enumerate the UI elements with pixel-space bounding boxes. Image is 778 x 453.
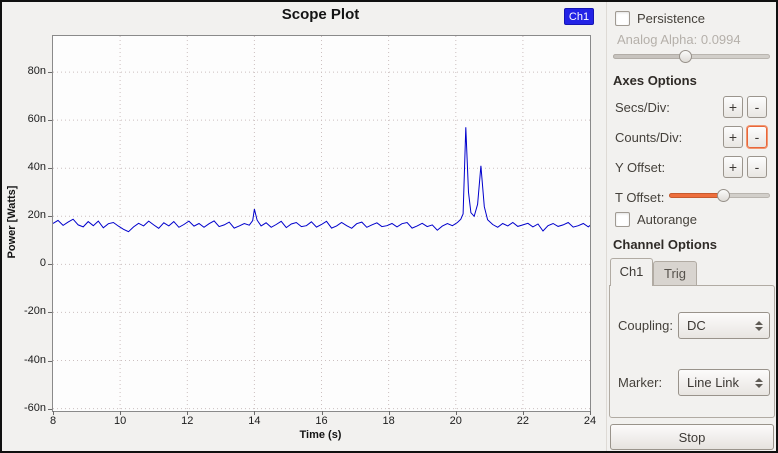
x-tick-label: 12 <box>181 415 194 427</box>
channel-tab-pane: Coupling: DC Marker: Line Link <box>609 285 775 418</box>
t-offset-slider[interactable] <box>669 188 770 203</box>
y-tick-label: 20n <box>27 209 46 222</box>
y-tick-label: 0 <box>39 257 46 270</box>
y-tick-label: 80n <box>27 65 46 78</box>
slider-fill <box>613 54 686 59</box>
x-tick-label: 20 <box>449 415 462 427</box>
y-offset-row: Y Offset: + - <box>607 156 776 180</box>
stop-button[interactable]: Stop <box>610 424 774 450</box>
x-tick-mark <box>53 411 54 415</box>
y-offset-minus-button[interactable]: - <box>747 156 767 178</box>
x-tick-label: 14 <box>248 415 261 427</box>
x-tick-mark <box>254 411 256 415</box>
slider-handle[interactable] <box>716 189 730 202</box>
tab-trig[interactable]: Trig <box>653 261 697 286</box>
persistence-label: Persistence <box>637 11 705 26</box>
x-tick-mark <box>187 411 189 415</box>
slider-fill <box>669 193 723 198</box>
y-tick-mark <box>48 168 52 170</box>
plot-canvas[interactable] <box>52 35 591 412</box>
y-tick-mark <box>48 360 52 362</box>
x-tick-mark <box>590 411 591 415</box>
control-panel: Persistence Analog Alpha: 0.0994 Axes Op… <box>606 2 776 451</box>
secs-div-label: Secs/Div: <box>615 100 670 115</box>
y-tick-label: -20n <box>23 305 46 318</box>
y-tick-mark <box>48 120 52 122</box>
y-axis-label: Power [Watts] <box>6 185 18 259</box>
y-tick-label: 60n <box>27 113 46 126</box>
y-offset-plus-button[interactable]: + <box>723 156 743 178</box>
tab-ch1[interactable]: Ch1 <box>610 258 653 286</box>
y-tick-mark <box>48 264 52 266</box>
x-tick-label: 24 <box>583 415 597 427</box>
combo-arrows-icon <box>755 370 763 395</box>
x-tick-mark <box>522 411 524 415</box>
combo-arrows-icon <box>755 313 763 338</box>
slider-handle[interactable] <box>679 50 693 63</box>
coupling-combobox[interactable]: DC <box>678 312 770 339</box>
t-offset-label: T Offset: <box>615 190 665 205</box>
autorange-checkbox[interactable] <box>615 212 630 227</box>
coupling-value: DC <box>687 318 706 333</box>
y-tick-mark <box>48 408 52 410</box>
marker-combobox[interactable]: Line Link <box>678 369 770 396</box>
y-offset-label: Y Offset: <box>615 160 666 175</box>
channel-options-header: Channel Options <box>613 237 717 252</box>
x-tick-mark <box>120 411 122 415</box>
x-tick-label: 10 <box>114 415 127 427</box>
x-tick-label: 8 <box>49 415 57 427</box>
secs-div-row: Secs/Div: + - <box>607 96 776 120</box>
y-tick-label: -40n <box>23 353 46 366</box>
y-tick-label: 40n <box>27 161 46 174</box>
y-tick-mark <box>48 72 52 74</box>
scope-plot-region: Scope Plot Ch1 Power [Watts] Time (s) 80… <box>2 2 606 451</box>
x-tick-mark <box>455 411 457 415</box>
counts-div-minus-button[interactable]: - <box>747 126 767 148</box>
analog-alpha-label: Analog Alpha: 0.0994 <box>617 32 741 47</box>
secs-div-minus-button[interactable]: - <box>747 96 767 118</box>
x-axis-label: Time (s) <box>299 429 342 441</box>
counts-div-row: Counts/Div: + - <box>607 126 776 150</box>
counts-div-label: Counts/Div: <box>615 130 683 145</box>
legend-ch1-badge[interactable]: Ch1 <box>564 8 594 25</box>
autorange-label: Autorange <box>637 212 697 227</box>
x-tick-mark <box>321 411 323 415</box>
waveform-svg <box>53 36 590 411</box>
x-tick-mark <box>388 411 390 415</box>
x-tick-label: 22 <box>516 415 529 427</box>
y-tick-mark <box>48 312 52 314</box>
analog-alpha-slider[interactable] <box>613 49 770 64</box>
y-tick-label: -60n <box>23 401 46 414</box>
marker-value: Line Link <box>687 375 740 390</box>
persistence-checkbox[interactable] <box>615 11 630 26</box>
axes-options-header: Axes Options <box>613 73 697 88</box>
marker-label: Marker: <box>618 375 663 390</box>
plot-title: Scope Plot <box>281 6 360 23</box>
secs-div-plus-button[interactable]: + <box>723 96 743 118</box>
counts-div-plus-button[interactable]: + <box>723 126 743 148</box>
coupling-label: Coupling: <box>618 318 673 333</box>
x-tick-label: 18 <box>382 415 395 427</box>
x-tick-label: 16 <box>315 415 328 427</box>
y-tick-mark <box>48 216 52 218</box>
